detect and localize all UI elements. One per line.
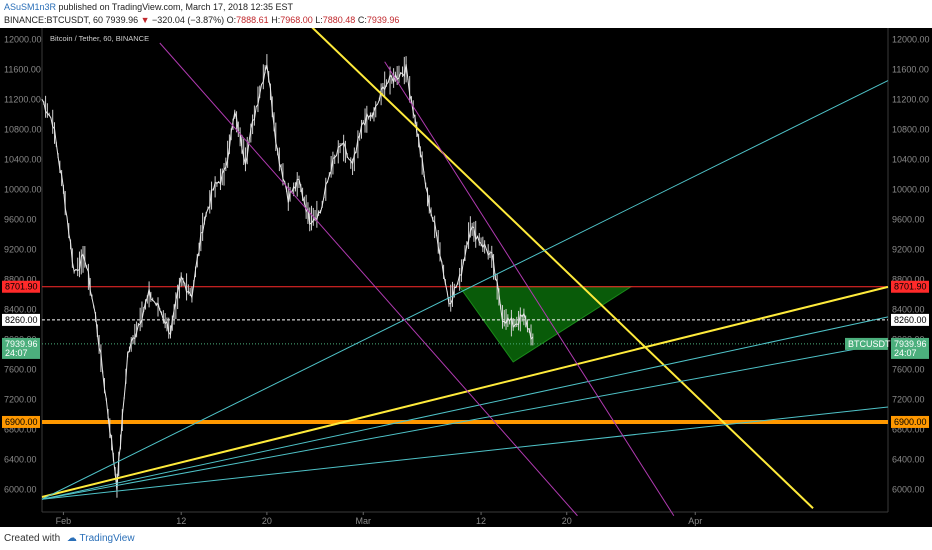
tradingview-logo[interactable]: ☁ TradingView <box>66 533 135 544</box>
price-badge-right <box>891 280 929 293</box>
y-tick-label-left: 6400.00 <box>4 454 37 464</box>
trendline <box>41 285 889 498</box>
y-tick-label-right: 7200.00 <box>892 394 925 404</box>
x-tick-label: 20 <box>262 516 272 526</box>
symbol-line: BINANCE:BTCUSDT, 60 7939.96 ▼ −320.04 (−… <box>4 15 399 25</box>
price-line <box>41 63 534 491</box>
y-tick-label-left: 10800.00 <box>4 124 42 134</box>
y-tick-label-left: 12000.00 <box>4 34 42 44</box>
low-label: L: <box>315 15 323 25</box>
price-badge-left <box>2 313 40 326</box>
y-tick-label-right: 8400.00 <box>892 304 925 314</box>
price-badge-label: 8701.90 <box>5 282 38 292</box>
y-tick-label-left: 6000.00 <box>4 484 37 494</box>
y-tick-label-left: 10400.00 <box>4 154 42 164</box>
y-tick-label-right: 11600.00 <box>892 64 929 74</box>
high-label: H: <box>271 15 281 25</box>
y-tick-label-right: 9200.00 <box>892 244 925 254</box>
y-tick-label-left: 8400.00 <box>4 304 37 314</box>
y-tick-label-right: 10400.00 <box>892 154 930 164</box>
y-tick-label-left: 11200.00 <box>4 94 41 104</box>
grid <box>41 28 889 513</box>
high-value: 7968.00 <box>280 15 313 25</box>
close-label: C: <box>357 15 367 25</box>
trendline <box>384 61 675 517</box>
price-badge-left <box>2 415 40 428</box>
trendline <box>41 342 889 500</box>
symbol-label: BINANCE:BTCUSDT, 60 <box>4 15 104 25</box>
chart-background <box>0 28 932 527</box>
price-badge-label: 8260.00 <box>5 315 38 325</box>
created-with-label: Created with <box>4 533 61 544</box>
y-tick-label-right: 10000.00 <box>892 184 930 194</box>
trendline <box>311 28 814 509</box>
footer-text: Created with ☁ TradingView <box>4 533 135 544</box>
chart-header: ASuSM1n3R published on TradingView.com, … <box>0 0 932 28</box>
trendline <box>41 316 889 500</box>
trendlines <box>41 28 889 517</box>
x-tick-label: 12 <box>476 516 486 526</box>
symbol-tag <box>845 337 888 350</box>
trendline <box>41 406 889 500</box>
price-badge-left <box>2 346 40 359</box>
y-tick-label-right: 7600.00 <box>892 364 925 374</box>
price-badge-label: 7939.96 <box>5 339 38 349</box>
y-tick-label-right: 8800.00 <box>892 274 925 284</box>
y-tick-label-left: 7600.00 <box>4 364 37 374</box>
open-value: 7888.61 <box>236 15 269 25</box>
close-value: 7939.96 <box>366 15 400 25</box>
price-badge-right <box>891 346 929 359</box>
price-chart[interactable]: Bitcoin / Tether, 60, BINANCE 12000.00 11… <box>0 28 932 527</box>
price-badge-label: 24:07 <box>5 348 28 358</box>
down-arrow-icon: ▼ <box>140 15 150 25</box>
y-tick-label-left: 7200.00 <box>4 394 37 404</box>
price-badge-right <box>891 313 929 326</box>
open-label: O: <box>226 15 237 25</box>
x-tick-label: Feb <box>56 516 72 526</box>
price-badge-right <box>891 415 929 428</box>
y-tick-label-left: 10000.00 <box>4 184 42 194</box>
x-axis: Feb 12 20 Mar 12 20 Apr <box>56 512 702 526</box>
low-value: 7880.48 <box>322 15 356 25</box>
y-tick-label-left: 8800.00 <box>4 274 37 284</box>
price-change: −320.04 (−3.87%) <box>152 15 225 25</box>
y-tick-label-left: 9600.00 <box>4 214 37 224</box>
price-badge-left <box>2 337 40 350</box>
x-tick-label: Apr <box>688 516 702 526</box>
trendline <box>41 80 889 500</box>
y-tick-label-right: 6400.00 <box>892 454 925 464</box>
y-tick-label-right: 6000.00 <box>892 484 925 494</box>
y-tick-label-right: 11200.00 <box>892 94 929 104</box>
author-link[interactable]: ASuSM1n3R <box>4 2 57 12</box>
symbol-tag-label: BTCUSDT <box>848 339 891 349</box>
y-tick-label-left: 11600.00 <box>4 64 41 74</box>
price-badge-label: 24:07 <box>894 348 917 358</box>
x-tick-label: 20 <box>562 516 572 526</box>
price-badge-left <box>2 280 40 293</box>
footer: Created with ☁ TradingView <box>0 527 932 550</box>
price-badge-right <box>891 337 929 350</box>
price-badge-label: 8260.00 <box>894 315 927 325</box>
price-series <box>41 54 534 498</box>
price-badges: 8701.908260.007939.9624:076900.008701.90… <box>2 280 929 428</box>
price-badge-label: 8701.90 <box>894 282 927 292</box>
y-tick-label-right: 10800.00 <box>892 124 930 134</box>
y-tick-label-left: 6800.00 <box>4 424 37 434</box>
x-tick-label: Mar <box>356 516 372 526</box>
chart-title: Bitcoin / Tether, 60, BINANCE <box>50 34 149 43</box>
price-badge-label: 6900.00 <box>5 417 38 427</box>
trendline <box>159 42 578 517</box>
y-tick-label-left: 9200.00 <box>4 244 37 254</box>
y-tick-label-right: 9600.00 <box>892 214 925 224</box>
publish-line: ASuSM1n3R published on TradingView.com, … <box>4 2 293 12</box>
x-tick-label: 12 <box>176 516 186 526</box>
last-price: 7939.96 <box>105 15 139 25</box>
price-badge-label: 6900.00 <box>894 417 927 427</box>
published-text: published on TradingView.com, March 17, … <box>56 2 294 12</box>
y-tick-label-right: 6800.00 <box>892 424 925 434</box>
tradingview-brand: TradingView <box>79 533 135 544</box>
price-badge-label: 7939.96 <box>894 339 927 349</box>
y-tick-label-right: 12000.00 <box>892 34 930 44</box>
